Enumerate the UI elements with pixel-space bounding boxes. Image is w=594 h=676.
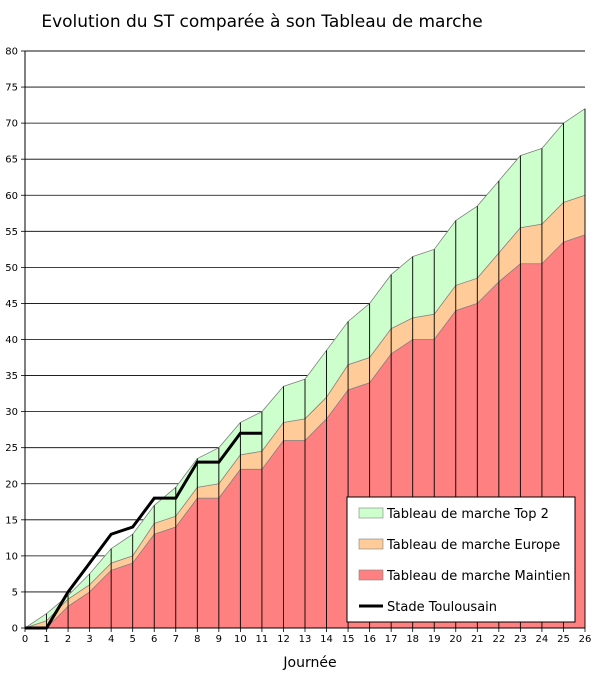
legend-swatch-3 <box>358 569 384 581</box>
legend-label-1: Tableau de marche Top 2 <box>386 507 549 522</box>
line-series-team <box>25 431 262 630</box>
y-tick-label-65: 65 <box>5 155 18 166</box>
y-tick-label-50: 50 <box>5 263 18 274</box>
y-tick-label-70: 70 <box>5 119 18 130</box>
legend-label-3: Tableau de marche Maintien <box>386 569 571 584</box>
y-tick-label-30: 30 <box>5 407 18 418</box>
legend-swatch-2 <box>358 538 384 550</box>
y-tick-label-75: 75 <box>5 83 18 94</box>
y-tick-label-40: 40 <box>5 335 18 346</box>
x-tick-label-12: 12 <box>277 634 290 645</box>
legend-box <box>346 496 576 623</box>
x-tick-label-11: 11 <box>256 634 269 645</box>
y-tick-label-10: 10 <box>5 551 18 562</box>
x-tick-label-15: 15 <box>342 634 355 645</box>
x-tick-label-5: 5 <box>130 634 136 645</box>
y-tick-label-80: 80 <box>5 47 18 58</box>
x-tick-label-23: 23 <box>514 634 527 645</box>
x-tick-label-21: 21 <box>471 634 484 645</box>
legend-label-4: Stade Toulousain <box>387 600 497 615</box>
y-tick-label-20: 20 <box>5 479 18 490</box>
x-axis-label: Journée <box>282 655 336 671</box>
x-tick-label-24: 24 <box>536 634 549 645</box>
y-tick-label-15: 15 <box>5 515 18 526</box>
legend: Tableau de marche Top 2 Tableau de marche… <box>346 496 576 623</box>
x-tick-label-20: 20 <box>449 634 462 645</box>
x-tick-label-25: 25 <box>557 634 570 645</box>
y-tick-label-0: 0 <box>12 624 18 635</box>
x-tick-label-2: 2 <box>65 634 71 645</box>
x-tick-label-13: 13 <box>299 634 312 645</box>
x-tick-label-16: 16 <box>363 634 376 645</box>
x-tick-label-8: 8 <box>194 634 200 645</box>
legend-swatch-1 <box>358 507 384 519</box>
x-tick-label-4: 4 <box>108 634 114 645</box>
y-tick-label-55: 55 <box>5 227 18 238</box>
x-tick-label-14: 14 <box>320 634 333 645</box>
y-tick-label-35: 35 <box>5 371 18 382</box>
x-tick-label-0: 0 <box>22 634 28 645</box>
x-tick-label-22: 22 <box>492 634 505 645</box>
y-tick-label-5: 5 <box>12 587 18 598</box>
y-tick-label-60: 60 <box>5 191 18 202</box>
x-tick-label-9: 9 <box>216 634 222 645</box>
x-tick-label-26: 26 <box>579 634 592 645</box>
x-tick-label-17: 17 <box>385 634 398 645</box>
y-tick-label-45: 45 <box>5 299 18 310</box>
legend-label-2: Tableau de marche Europe <box>386 538 560 553</box>
x-tick-label-6: 6 <box>151 634 157 645</box>
x-tick-label-3: 3 <box>86 634 92 645</box>
chart-title: Evolution du ST comparée à son Tableau d… <box>41 12 482 32</box>
x-tick-label-1: 1 <box>43 634 49 645</box>
x-tick-label-7: 7 <box>173 634 179 645</box>
y-tick-label-25: 25 <box>5 443 18 454</box>
x-tick-label-19: 19 <box>428 634 441 645</box>
x-tick-label-10: 10 <box>234 634 247 645</box>
x-tick-label-18: 18 <box>406 634 419 645</box>
